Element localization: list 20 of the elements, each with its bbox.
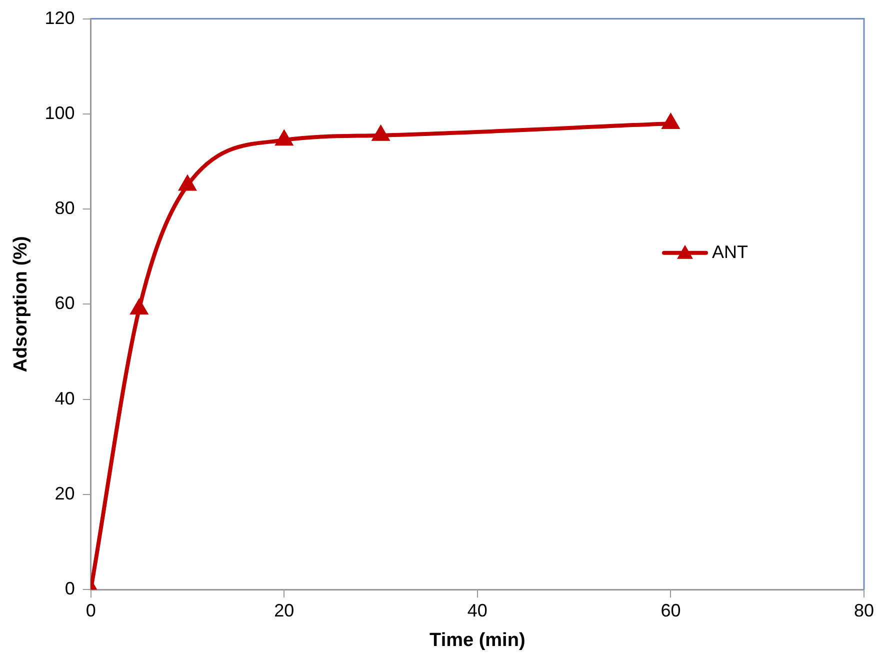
legend-label: ANT bbox=[712, 242, 748, 262]
x-tick-label: 20 bbox=[274, 600, 294, 620]
y-tick-label: 120 bbox=[44, 8, 75, 28]
point bbox=[662, 114, 679, 129]
point bbox=[179, 176, 196, 191]
y-tick-label: 60 bbox=[54, 293, 75, 314]
y-tick-label: 0 bbox=[64, 578, 75, 599]
x-tick-label: 80 bbox=[854, 600, 874, 620]
y-tick-label: 40 bbox=[54, 388, 75, 408]
x-tick-label: 60 bbox=[660, 600, 681, 620]
x-tick-label: 0 bbox=[86, 600, 96, 620]
point bbox=[131, 300, 148, 314]
y-axis-title: Adsorption (%) bbox=[10, 236, 32, 372]
point bbox=[276, 131, 292, 146]
y-tick-label: 80 bbox=[54, 198, 75, 218]
y-tick-label: 20 bbox=[54, 483, 75, 504]
point bbox=[372, 126, 389, 141]
x-tick-label: 40 bbox=[467, 600, 488, 620]
y-tick-label: 100 bbox=[44, 102, 75, 123]
x-axis-title: Time (min) bbox=[430, 630, 526, 651]
